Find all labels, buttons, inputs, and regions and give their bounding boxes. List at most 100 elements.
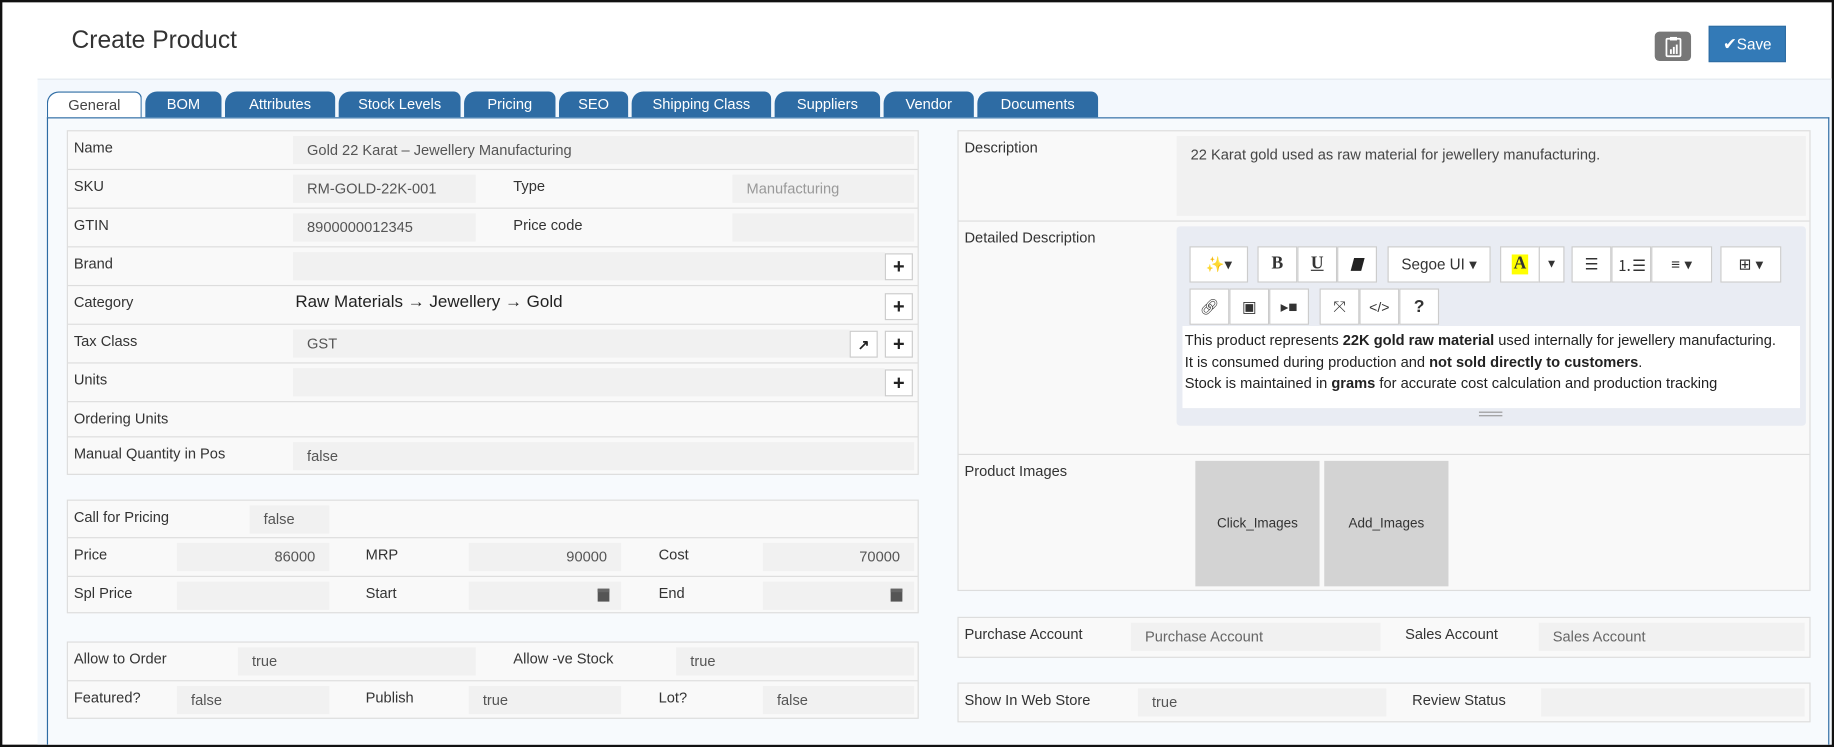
align-icon: ≡ ▾ [1671,255,1693,273]
underline-button[interactable]: U [1297,246,1338,283]
code-view-button[interactable]: </> [1359,288,1400,325]
link-icon: 🔗︎ [1199,297,1220,315]
magic-wand-icon: ✨▾ [1205,255,1233,273]
lot-input[interactable]: false [762,686,915,715]
add-images-button[interactable]: Add_Images [1324,460,1449,587]
sku-input[interactable]: RM-GOLD-22K-001 [292,174,476,203]
content-line: This product represents 22K gold raw mat… [1184,331,1776,349]
tax-class-input[interactable]: GST [292,329,850,358]
table-button[interactable]: ⊞ ▾ [1720,246,1782,283]
brand-input[interactable] [292,252,885,281]
brand-row: Brand + [67,247,918,287]
numbered-list-button[interactable]: ⒈☰ [1611,246,1652,283]
gtin-label: GTIN [73,216,109,234]
fullscreen-button[interactable]: ⤧ [1319,288,1360,325]
allow-neg-stock-input[interactable]: true [676,647,915,676]
editor-content[interactable]: This product represents 22K gold raw mat… [1182,326,1801,409]
sku-label: SKU [73,178,104,195]
sales-account-input[interactable]: Sales Account [1538,622,1805,651]
plus-icon: + [893,255,905,278]
units-input[interactable] [292,368,885,397]
webstore-panel: Show In Web Store true Review Status [957,682,1811,723]
bold-button[interactable]: B [1257,246,1298,283]
align-button[interactable]: ≡ ▾ [1651,246,1713,283]
sku-row: SKU RM-GOLD-22K-001 Type Manufacturing [67,170,918,209]
report-button[interactable] [1654,31,1692,61]
click-images-button[interactable]: Click_Images [1195,460,1320,587]
gtin-row: GTIN 8900000012345 Price code [67,209,918,248]
save-button[interactable]: ✔ Save [1708,25,1786,63]
brand-label: Brand [73,255,113,273]
sales-account-label: Sales Account [1405,626,1498,643]
name-input[interactable]: Gold 22 Karat – Jewellery Manufacturing [292,136,915,165]
price-code-input[interactable] [732,213,915,242]
tab-shipping-class[interactable]: Shipping Class [631,91,772,118]
tab-pricing[interactable]: Pricing [464,91,556,118]
unordered-list-icon: ☰ [1584,255,1599,273]
purchase-account-input[interactable]: Purchase Account [1130,622,1381,651]
table-icon: ⊞ ▾ [1738,255,1764,273]
lot-label: Lot? [658,689,688,706]
tab-documents[interactable]: Documents [977,91,1099,118]
clipboard-chart-icon [1664,36,1681,57]
plus-icon: + [893,371,905,394]
tax-class-label: Tax Class [73,333,138,350]
style-magic-button[interactable]: ✨▾ [1189,246,1249,283]
color-dropdown-button[interactable]: ▼ [1538,246,1565,283]
call-for-pricing-label: Call for Pricing [73,508,170,526]
allow-to-order-input[interactable]: true [237,647,476,676]
name-row: Name Gold 22 Karat – Jewellery Manufactu… [67,131,918,171]
open-tax-class-button[interactable]: ↗ [849,330,878,358]
resize-handle[interactable] [1478,411,1503,417]
add-tax-class-button[interactable]: + [884,330,913,358]
ordered-list-icon: ⒈☰ [1616,256,1646,275]
call-for-pricing-input[interactable]: false [249,505,330,534]
price-row: Price 86000 MRP 90000 Cost 70000 [67,538,918,577]
spl-price-input[interactable] [176,581,330,610]
tab-bom[interactable]: BOM [145,91,222,118]
end-date-input[interactable] [762,581,915,610]
publish-input[interactable]: true [468,686,622,715]
gtin-input[interactable]: 8900000012345 [292,213,476,242]
calendar-icon[interactable] [890,588,903,602]
review-status-label: Review Status [1412,691,1506,709]
plus-icon: + [893,294,905,318]
review-status-input[interactable] [1541,688,1805,717]
calendar-icon[interactable] [597,588,610,602]
tab-stock-levels[interactable]: Stock Levels [338,91,461,118]
start-date-input[interactable] [468,581,622,610]
add-units-button[interactable]: + [884,369,913,397]
category-path[interactable]: Raw Materials → Jewellery → Gold [295,293,563,312]
show-in-web-store-input[interactable]: true [1137,688,1387,717]
tab-attributes[interactable]: Attributes [225,91,336,118]
ordering-units-label: Ordering Units [73,410,169,427]
video-icon: ▸■ [1280,297,1298,315]
tab-general[interactable]: General [46,91,142,119]
mrp-input[interactable]: 90000 [468,542,622,572]
add-category-button[interactable]: + [884,293,913,321]
type-input[interactable]: Manufacturing [732,174,915,203]
cost-input[interactable]: 70000 [762,542,915,572]
text-color-button[interactable]: A [1500,246,1540,283]
tab-suppliers[interactable]: Suppliers [774,91,881,118]
accounts-panel: Purchase Account Purchase Account Sales … [957,616,1811,658]
description-textarea[interactable]: 22 Karat gold used as raw material for j… [1176,136,1806,216]
check-icon: ✔ [1723,34,1737,53]
external-link-icon: ↗ [857,335,870,353]
image-button[interactable]: ▣ [1229,288,1270,325]
tab-vendor[interactable]: Vendor [883,91,974,118]
manual-qty-input[interactable]: false [292,442,915,471]
add-brand-button[interactable]: + [884,253,913,281]
clear-format-button[interactable] [1337,246,1377,283]
spl-price-label: Spl Price [73,585,133,602]
tab-seo[interactable]: SEO [558,91,629,118]
link-button[interactable]: 🔗︎ [1189,288,1230,325]
price-input[interactable]: 86000 [176,542,330,572]
font-family-select[interactable]: Segoe UI ▾ [1387,246,1491,283]
bullet-list-button[interactable]: ☰ [1571,246,1612,283]
help-button[interactable]: ? [1399,288,1440,325]
video-button[interactable]: ▸■ [1269,288,1310,325]
featured-input[interactable]: false [176,686,330,715]
show-in-web-store-label: Show In Web Store [964,691,1091,709]
